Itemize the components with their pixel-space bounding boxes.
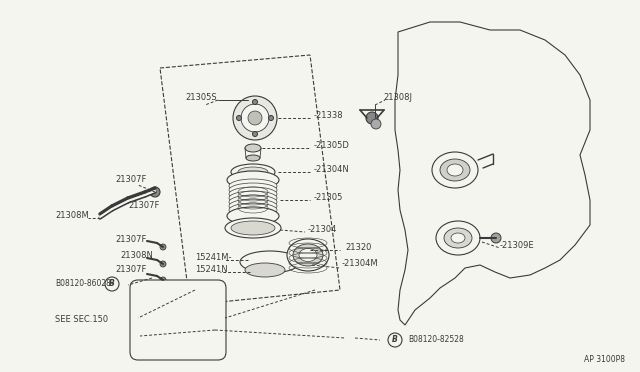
Circle shape — [253, 131, 257, 137]
Ellipse shape — [227, 171, 279, 189]
Ellipse shape — [293, 244, 323, 266]
Text: -21304M: -21304M — [342, 259, 379, 267]
Ellipse shape — [436, 221, 480, 255]
Text: AP 3100P8: AP 3100P8 — [584, 355, 625, 364]
Circle shape — [269, 115, 273, 121]
Text: 21308M: 21308M — [55, 211, 89, 219]
Text: 21320: 21320 — [345, 244, 371, 253]
Circle shape — [371, 119, 381, 129]
Circle shape — [248, 111, 262, 125]
Circle shape — [233, 96, 277, 140]
Ellipse shape — [229, 203, 277, 217]
Circle shape — [366, 112, 378, 124]
Text: 21305S: 21305S — [185, 93, 216, 102]
Circle shape — [160, 277, 166, 283]
Ellipse shape — [246, 155, 260, 161]
Ellipse shape — [245, 144, 261, 152]
Ellipse shape — [231, 221, 275, 235]
Ellipse shape — [299, 248, 317, 262]
Text: 21307F: 21307F — [115, 266, 147, 275]
Ellipse shape — [231, 164, 275, 180]
Ellipse shape — [444, 228, 472, 248]
Circle shape — [150, 187, 160, 197]
Ellipse shape — [440, 159, 470, 181]
Text: B08120-82528: B08120-82528 — [408, 336, 464, 344]
Circle shape — [388, 333, 402, 347]
Text: 21307F: 21307F — [115, 176, 147, 185]
Circle shape — [160, 261, 166, 267]
Text: -21304N: -21304N — [314, 166, 349, 174]
Polygon shape — [160, 55, 340, 305]
Text: 21307F: 21307F — [115, 235, 147, 244]
Text: SEE SEC.150: SEE SEC.150 — [55, 315, 108, 324]
Ellipse shape — [229, 187, 277, 201]
Circle shape — [253, 99, 257, 105]
Text: 15241N: 15241N — [195, 266, 228, 275]
Text: -21309E: -21309E — [500, 241, 534, 250]
Ellipse shape — [229, 195, 277, 209]
Text: -21338: -21338 — [314, 110, 344, 119]
Text: 15241M-: 15241M- — [195, 253, 232, 262]
FancyBboxPatch shape — [130, 280, 226, 360]
Text: 21308J: 21308J — [383, 93, 412, 102]
Ellipse shape — [447, 164, 463, 176]
Ellipse shape — [245, 263, 285, 277]
Ellipse shape — [227, 207, 279, 225]
Text: 21308N: 21308N — [120, 250, 153, 260]
Ellipse shape — [240, 251, 300, 273]
Text: 21307F: 21307F — [128, 201, 159, 209]
Text: B08120-86028-: B08120-86028- — [55, 279, 114, 288]
Circle shape — [160, 244, 166, 250]
Ellipse shape — [238, 167, 268, 177]
Text: -21304: -21304 — [308, 225, 337, 234]
Ellipse shape — [229, 179, 277, 193]
Text: -21305: -21305 — [314, 193, 344, 202]
Ellipse shape — [225, 218, 281, 238]
Ellipse shape — [229, 191, 277, 205]
Text: B: B — [392, 336, 398, 344]
Ellipse shape — [229, 199, 277, 213]
Text: B: B — [109, 279, 115, 289]
Ellipse shape — [287, 239, 329, 271]
Circle shape — [491, 233, 501, 243]
Ellipse shape — [229, 183, 277, 197]
Circle shape — [105, 277, 119, 291]
Circle shape — [241, 104, 269, 132]
Text: -21305D: -21305D — [314, 141, 350, 150]
Ellipse shape — [432, 152, 478, 188]
Circle shape — [237, 115, 241, 121]
Ellipse shape — [451, 233, 465, 243]
